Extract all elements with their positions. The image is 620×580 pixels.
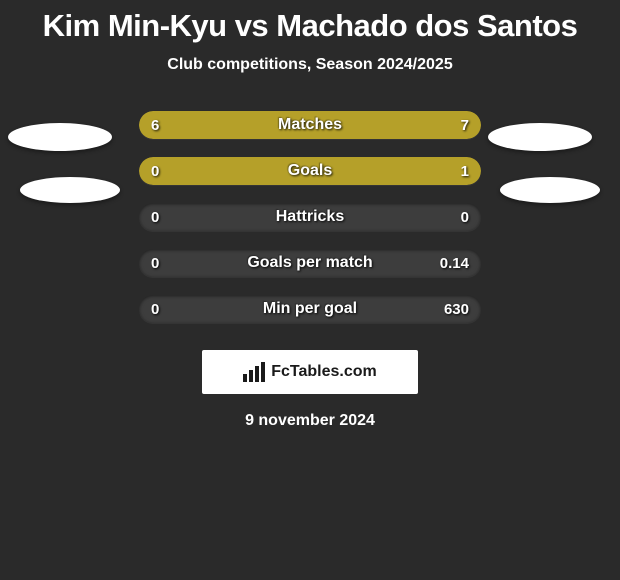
player-ellipse-left_top: [8, 123, 112, 151]
stat-bar-left: [139, 157, 207, 185]
stat-value-left: 0: [151, 203, 159, 231]
stat-row: Min per goal0 630: [0, 286, 620, 332]
stat-bar-track: Matches67: [139, 111, 481, 139]
stat-value-right: 0.14: [440, 249, 469, 277]
brand-text: FcTables.com: [271, 363, 377, 381]
subtitle: Club competitions, Season 2024/2025: [0, 56, 620, 74]
bars-icon: [243, 362, 265, 382]
date-text: 9 november 2024: [0, 412, 620, 430]
brand-badge: FcTables.com: [202, 350, 418, 394]
stat-label: Hattricks: [139, 203, 481, 231]
stat-value-left: 0: [151, 295, 159, 323]
stat-bar-right: [297, 111, 481, 139]
player-ellipse-right_bottom: [500, 177, 600, 203]
player-ellipse-right_top: [488, 123, 592, 151]
stat-value-left: 0: [151, 249, 159, 277]
stat-value-right: 0: [461, 203, 469, 231]
stat-bar-track: Hattricks0 0: [139, 203, 481, 231]
stat-bar-left: [139, 111, 297, 139]
stat-label: Goals per match: [139, 249, 481, 277]
stat-bar-track: Goals01: [139, 157, 481, 185]
page-title: Kim Min-Kyu vs Machado dos Santos: [0, 0, 620, 44]
stat-label: Min per goal: [139, 295, 481, 323]
stat-bar-track: Min per goal0 630: [139, 295, 481, 323]
stat-bar-track: Goals per match0 0.14: [139, 249, 481, 277]
stat-bar-right: [207, 157, 481, 185]
stat-row: Goals per match0 0.14: [0, 240, 620, 286]
player-ellipse-left_bottom: [20, 177, 120, 203]
stat-value-right: 630: [444, 295, 469, 323]
